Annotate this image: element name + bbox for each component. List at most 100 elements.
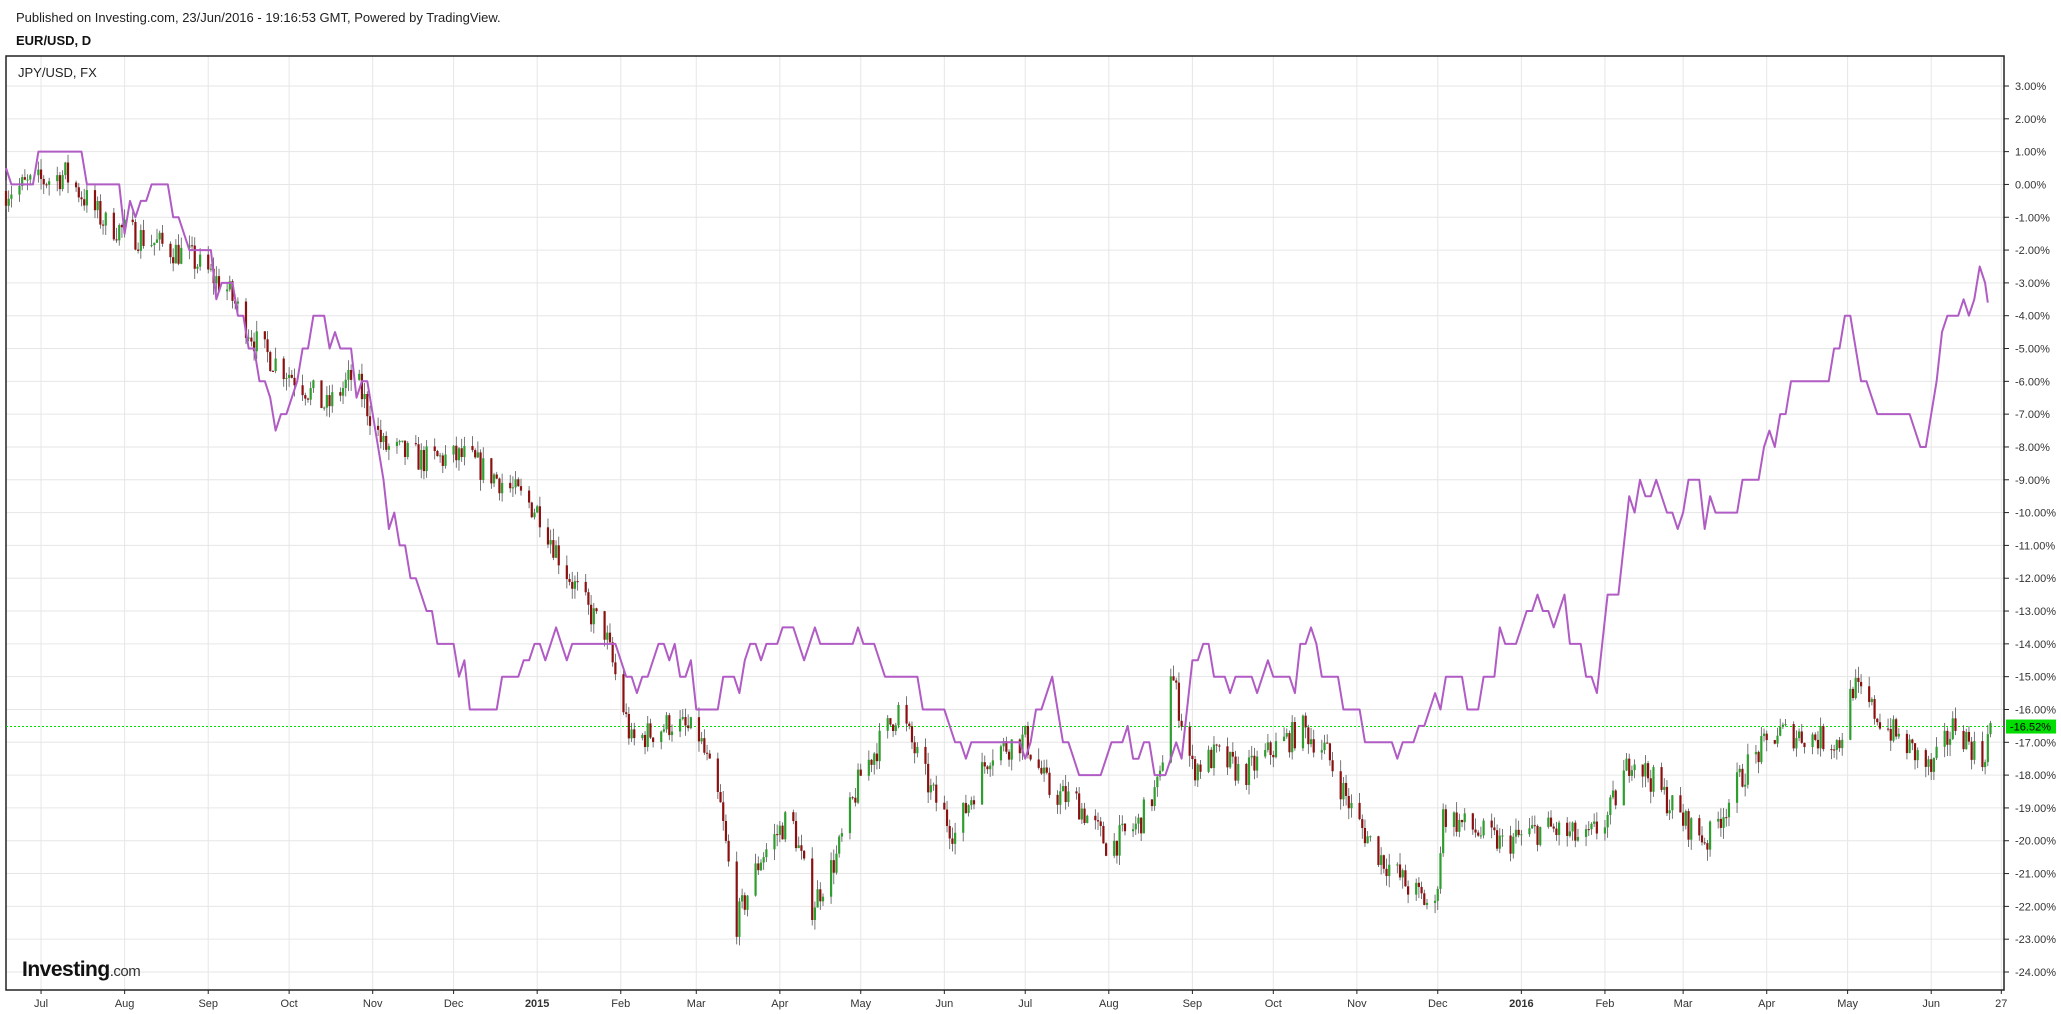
candle-body xyxy=(1347,795,1350,809)
candle-body xyxy=(293,377,296,386)
candle-body xyxy=(773,834,776,850)
y-tick-label: -14.00% xyxy=(2015,639,2056,651)
candle-body xyxy=(471,445,474,451)
candle-body xyxy=(1868,686,1871,703)
candle-body xyxy=(1442,809,1445,854)
candle-body xyxy=(530,502,533,518)
candle-body xyxy=(851,797,854,799)
candle-body xyxy=(1331,760,1334,772)
x-tick-label: Jul xyxy=(34,998,48,1010)
candle-body xyxy=(1115,840,1118,856)
x-tick-label: May xyxy=(850,998,871,1010)
candle-body xyxy=(1102,825,1105,844)
candle-body xyxy=(1792,724,1795,749)
y-tick-label: -23.00% xyxy=(2015,934,2056,946)
candle-body xyxy=(433,446,436,452)
candle-body xyxy=(568,579,571,582)
candle-body xyxy=(684,717,687,726)
candle-body xyxy=(1738,768,1741,773)
candle-body xyxy=(573,581,577,589)
candle-body xyxy=(1256,756,1259,771)
candle-body xyxy=(452,445,455,455)
candle-body xyxy=(1555,828,1558,836)
candle-body xyxy=(120,225,124,228)
candle-body xyxy=(1425,902,1429,905)
candle-body xyxy=(705,752,709,754)
candle-body xyxy=(1380,855,1383,865)
candle-body xyxy=(1609,797,1612,815)
candle-body xyxy=(821,896,825,902)
candle-body xyxy=(1005,741,1008,752)
candle-body xyxy=(1962,730,1965,750)
candle-body xyxy=(1517,829,1520,836)
candle-body xyxy=(1571,822,1574,832)
candle-body xyxy=(1717,818,1720,822)
candle-body xyxy=(1665,786,1669,814)
candle-body xyxy=(1762,733,1766,737)
candle-body xyxy=(991,760,994,766)
candle-body xyxy=(1080,808,1083,820)
candle-body xyxy=(719,791,722,803)
candle-body xyxy=(1797,731,1801,739)
candle-body xyxy=(924,746,927,764)
candle-body xyxy=(228,281,231,290)
candle-body xyxy=(1064,786,1067,803)
candle-body xyxy=(1234,756,1237,781)
candle-body xyxy=(509,482,512,489)
candle-body xyxy=(1401,870,1404,878)
candle-body xyxy=(1007,751,1011,760)
candle-body xyxy=(1981,741,1984,768)
candle-body xyxy=(840,833,843,837)
candle-body xyxy=(811,858,814,920)
candle-body xyxy=(1895,719,1898,737)
candle-body xyxy=(1385,868,1388,877)
candle-body xyxy=(1083,808,1086,824)
candle-body xyxy=(908,723,911,727)
candle-body xyxy=(269,352,272,371)
candle-body xyxy=(1628,758,1631,776)
candle-body xyxy=(1649,778,1652,792)
candle-body xyxy=(527,490,531,503)
candle-body xyxy=(368,416,372,426)
candle-body xyxy=(131,219,134,223)
candle-body xyxy=(1323,742,1326,751)
candle-body xyxy=(288,374,291,378)
candle-body xyxy=(1479,835,1483,837)
candle-body xyxy=(1512,836,1515,854)
candle-body xyxy=(999,746,1003,761)
candle-body xyxy=(196,266,199,269)
candle-body xyxy=(1215,744,1218,746)
candle-body xyxy=(77,187,80,198)
candle-body xyxy=(382,435,385,443)
candle-body xyxy=(1142,799,1145,834)
candle-body xyxy=(878,730,881,762)
candle-body xyxy=(188,245,191,248)
candle-body xyxy=(622,674,625,713)
y-tick-label: -8.00% xyxy=(2015,442,2050,454)
candle-body xyxy=(1460,819,1464,823)
candle-body xyxy=(93,190,97,211)
candle-body xyxy=(169,243,172,258)
candle-body xyxy=(1932,758,1935,772)
candle-body xyxy=(1245,763,1248,786)
candle-body xyxy=(1803,742,1806,748)
candle-body xyxy=(1946,730,1949,745)
candle-body xyxy=(398,441,401,443)
candle-body xyxy=(1121,823,1124,826)
candle-body xyxy=(897,704,900,726)
candle-body xyxy=(1916,750,1919,761)
candle-body xyxy=(652,737,655,742)
candle-body xyxy=(177,244,180,264)
candle-body xyxy=(681,717,684,720)
candle-body xyxy=(1927,759,1930,767)
candle-body xyxy=(1339,771,1342,800)
candle-body xyxy=(1984,762,1987,768)
candle-body xyxy=(1833,749,1836,751)
candle-body xyxy=(1690,818,1693,840)
candle-body xyxy=(1587,829,1590,831)
candle-body xyxy=(794,821,798,849)
candle-body xyxy=(23,177,26,180)
candle-body xyxy=(1123,823,1127,832)
candle-body xyxy=(611,642,614,663)
